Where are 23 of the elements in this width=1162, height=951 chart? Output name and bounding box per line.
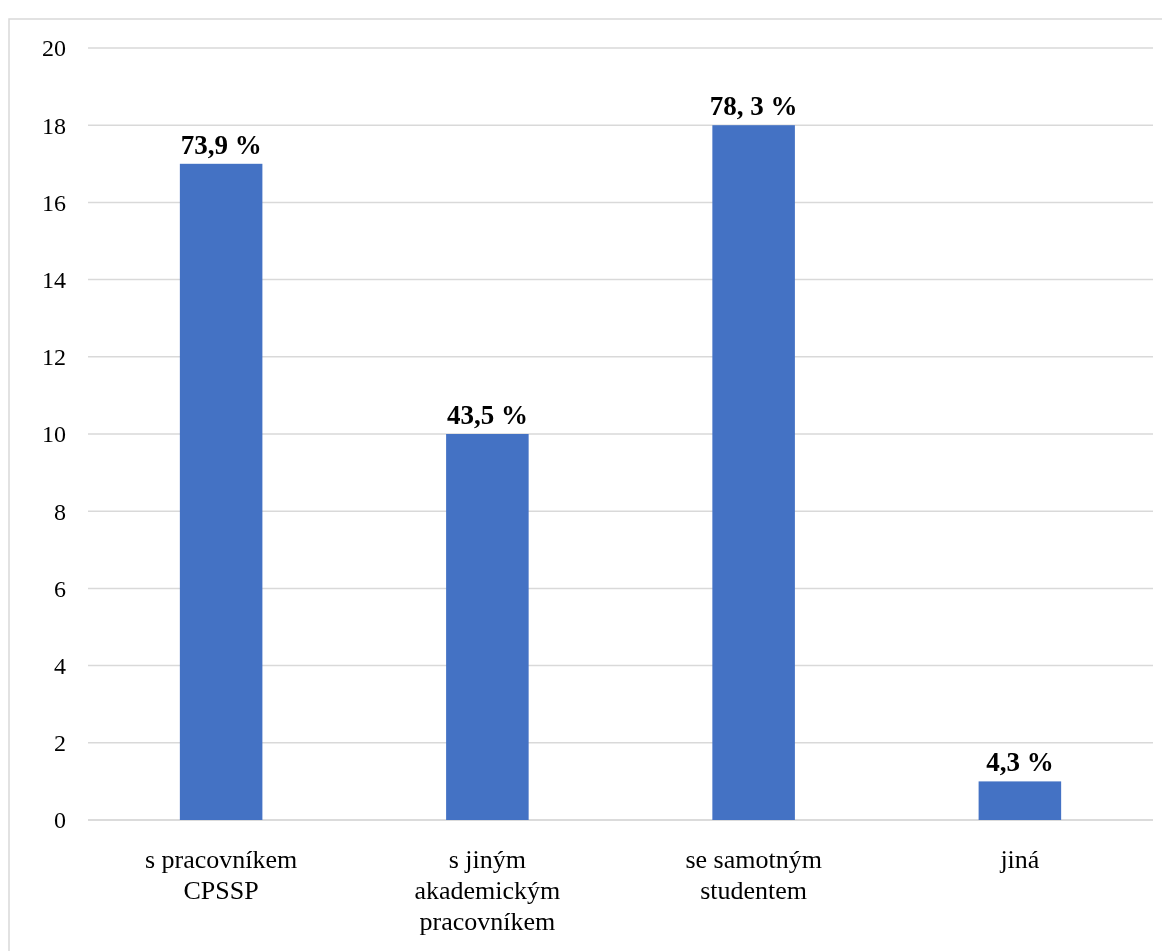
bar: [712, 125, 795, 820]
annotation: 4,3 %: [986, 747, 1054, 778]
bar: [179, 163, 263, 820]
y-tick-label: 12: [42, 344, 66, 371]
y-tick-label: 20: [42, 35, 66, 62]
annotation: 73,9 %: [180, 129, 262, 160]
y-tick-label: 0: [54, 807, 66, 834]
y-tick-label: 10: [42, 421, 66, 448]
y-tick-label: 4: [54, 653, 66, 679]
x-tick-label: s jiným akademickým pracovníkem: [414, 845, 561, 936]
x-tick-label: s pracovníkem CPSSP: [144, 845, 298, 905]
bar: [978, 781, 1062, 820]
annotation: 78, 3 %: [709, 91, 798, 122]
bar: [446, 434, 529, 820]
y-tick-label: 14: [42, 267, 66, 293]
y-tick-label: 6: [54, 575, 66, 602]
y-tick-label: 16: [42, 189, 66, 216]
x-tick-label: se samotným studentem: [685, 845, 822, 905]
y-tick-label: 8: [54, 498, 66, 525]
y-tick-label: 18: [42, 112, 66, 139]
y-tick-label: 2: [54, 730, 66, 757]
annotation: 43,5 %: [446, 400, 528, 430]
x-tick-label: jiná: [999, 845, 1040, 874]
